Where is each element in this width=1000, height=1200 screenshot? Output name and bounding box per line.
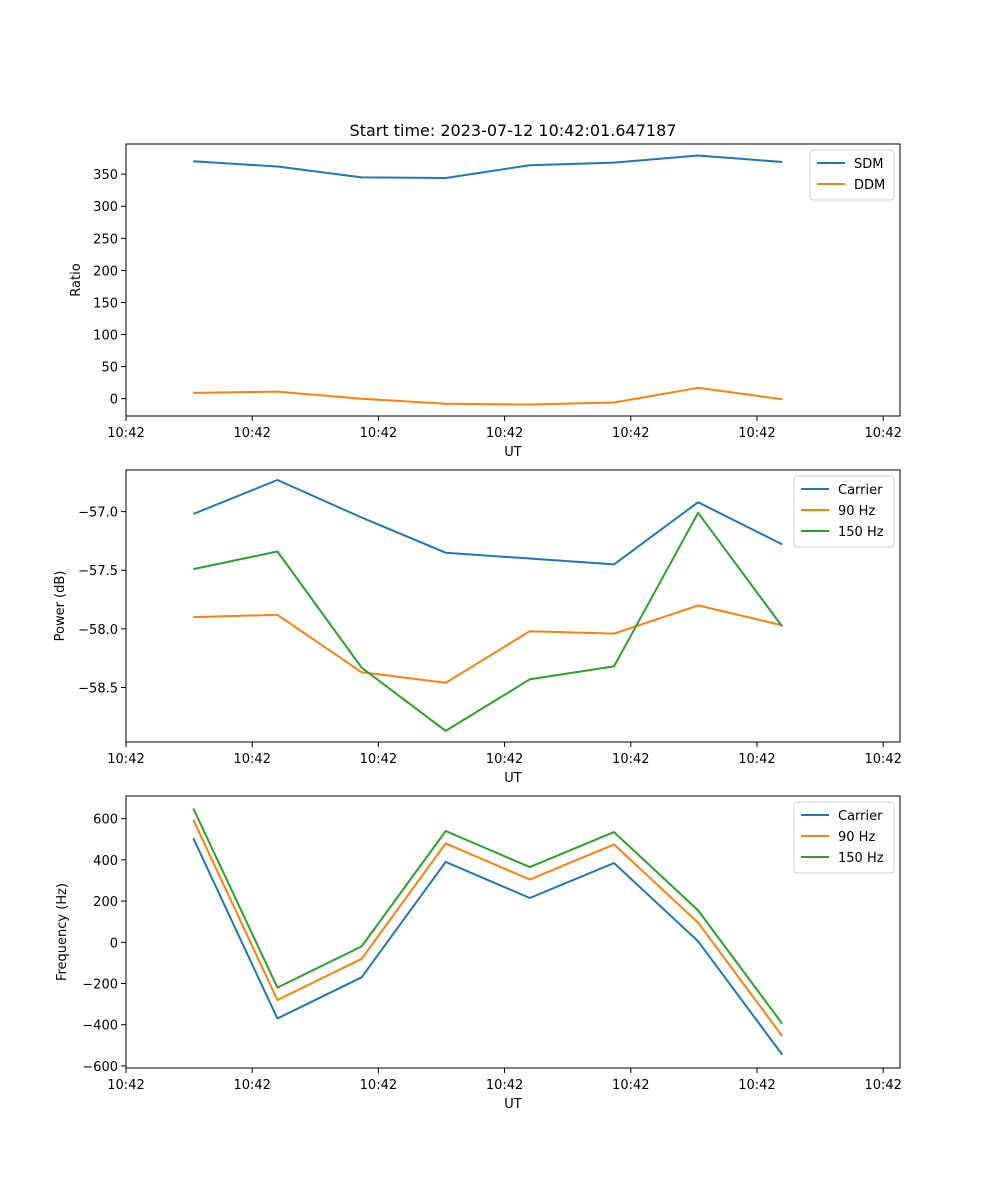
power-axes-frame (125, 469, 901, 743)
x-tick-label: 10:42 (612, 752, 649, 767)
y-tick-label: −200 (82, 978, 118, 993)
ratio-axes-frame (125, 143, 901, 417)
legend-box (793, 475, 895, 548)
x-tick-label: 10:42 (360, 752, 397, 767)
power-y-axis-label: Power (dB) (53, 571, 68, 642)
x-tick-label: 10:42 (360, 426, 397, 441)
y-tick-label: 350 (93, 168, 118, 183)
frequency-x-axis-label: UT (504, 1097, 522, 1112)
y-tick-label: 100 (93, 329, 118, 344)
series-line-150-hz (193, 511, 784, 732)
x-tick-label: 10:42 (612, 1078, 649, 1093)
legend-label: Carrier (838, 483, 883, 498)
x-tick-label: 10:42 (738, 426, 775, 441)
frequency-y-axis-label: Frequency (Hz) (55, 883, 70, 981)
series-line-carrier (192, 479, 783, 566)
y-tick-label: 0 (110, 393, 118, 408)
legend-label: Carrier (838, 809, 883, 824)
x-tick-label: 10:42 (612, 426, 649, 441)
legend-label: SDM (854, 157, 883, 172)
y-tick-label: 300 (93, 200, 118, 215)
y-tick-label: 600 (93, 813, 118, 828)
ratio-x-axis-label: UT (504, 445, 522, 460)
legend-label: DDM (854, 178, 885, 193)
y-tick-label: 50 (101, 361, 118, 376)
series-line-sdm (193, 154, 783, 179)
series-line-90-hz (193, 604, 783, 684)
y-tick-label: 150 (93, 296, 118, 311)
legend: Carrier 90 Hz 150 Hz (793, 801, 895, 874)
x-tick-label: 10:42 (233, 426, 270, 441)
series-line-ddm (193, 386, 783, 406)
legend: SDM DDM (809, 149, 895, 201)
y-tick-label: −58.5 (78, 681, 118, 696)
power-marks: 10:42 10:42 10:42 10:42 10:42 10:42 10:42 −57.0… (78, 475, 902, 767)
x-tick-label: 10:42 (738, 1078, 775, 1093)
ratio-marks: 10:42 10:42 10:42 10:42 10:42 10:42 10:42 0 50 10… (93, 149, 902, 441)
frequency-marks: 10:42 10:42 10:42 10:42 10:42 10:42 10:42 600 40… (82, 801, 902, 1093)
chart-title: Start time: 2023-07-12 10:42:01.647187 (350, 121, 677, 140)
y-tick-label: −57.5 (78, 564, 118, 579)
power-x-axis-label: UT (504, 771, 522, 786)
y-tick-label: 400 (93, 854, 118, 869)
x-tick-label: 10:42 (233, 1078, 270, 1093)
x-tick-label: 10:42 (864, 752, 901, 767)
series-line-carrier (192, 837, 784, 1056)
frequency-panel: 10:42 10:42 10:42 10:42 10:42 10:42 10:42 600 40… (55, 795, 902, 1112)
y-tick-label: −400 (82, 1019, 118, 1034)
y-tick-label: 200 (93, 264, 118, 279)
x-tick-label: 10:42 (864, 426, 901, 441)
x-tick-label: 10:42 (107, 1078, 144, 1093)
x-tick-label: 10:42 (486, 752, 523, 767)
x-tick-label: 10:42 (360, 1078, 397, 1093)
y-tick-label: 200 (93, 895, 118, 910)
legend: Carrier 90 Hz 150 Hz (793, 475, 895, 548)
series-line-150-hz (192, 807, 784, 1025)
y-tick-label: −600 (82, 1060, 118, 1075)
ratio-panel: Start time: 2023-07-12 10:42:01.647187 1… (69, 121, 902, 460)
ratio-y-axis-label: Ratio (69, 263, 84, 296)
frequency-axes-frame (125, 795, 901, 1069)
legend-box (793, 801, 895, 874)
legend-label: 150 Hz (838, 851, 884, 866)
x-tick-label: 10:42 (486, 1078, 523, 1093)
y-tick-label: 0 (110, 936, 118, 951)
legend-label: 90 Hz (838, 504, 875, 519)
power-panel: 10:42 10:42 10:42 10:42 10:42 10:42 10:42 −57.0… (53, 469, 902, 786)
x-tick-label: 10:42 (738, 752, 775, 767)
legend-label: 90 Hz (838, 830, 875, 845)
x-tick-label: 10:42 (107, 426, 144, 441)
y-tick-label: −58.0 (78, 623, 118, 638)
x-tick-label: 10:42 (486, 426, 523, 441)
series-line-90-hz (192, 819, 784, 1037)
y-tick-label: −57.0 (78, 506, 118, 521)
y-tick-label: 250 (93, 232, 118, 247)
x-tick-label: 10:42 (107, 752, 144, 767)
legend-label: 150 Hz (838, 525, 884, 540)
x-tick-label: 10:42 (233, 752, 270, 767)
x-tick-label: 10:42 (864, 1078, 901, 1093)
